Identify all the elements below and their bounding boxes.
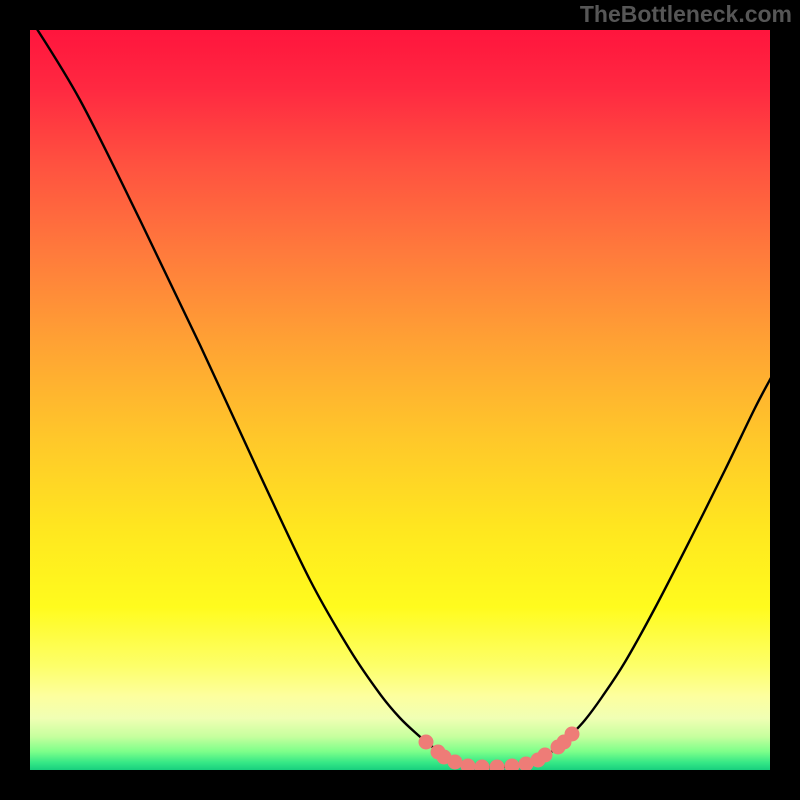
gradient-background (30, 30, 770, 770)
optimal-range-dot (448, 755, 463, 770)
optimal-range-dot (565, 727, 580, 742)
optimal-range-dot (419, 735, 434, 750)
watermark-text: TheBottleneck.com (580, 1, 792, 28)
optimal-range-dot (538, 748, 553, 763)
bottleneck-chart (0, 0, 800, 800)
